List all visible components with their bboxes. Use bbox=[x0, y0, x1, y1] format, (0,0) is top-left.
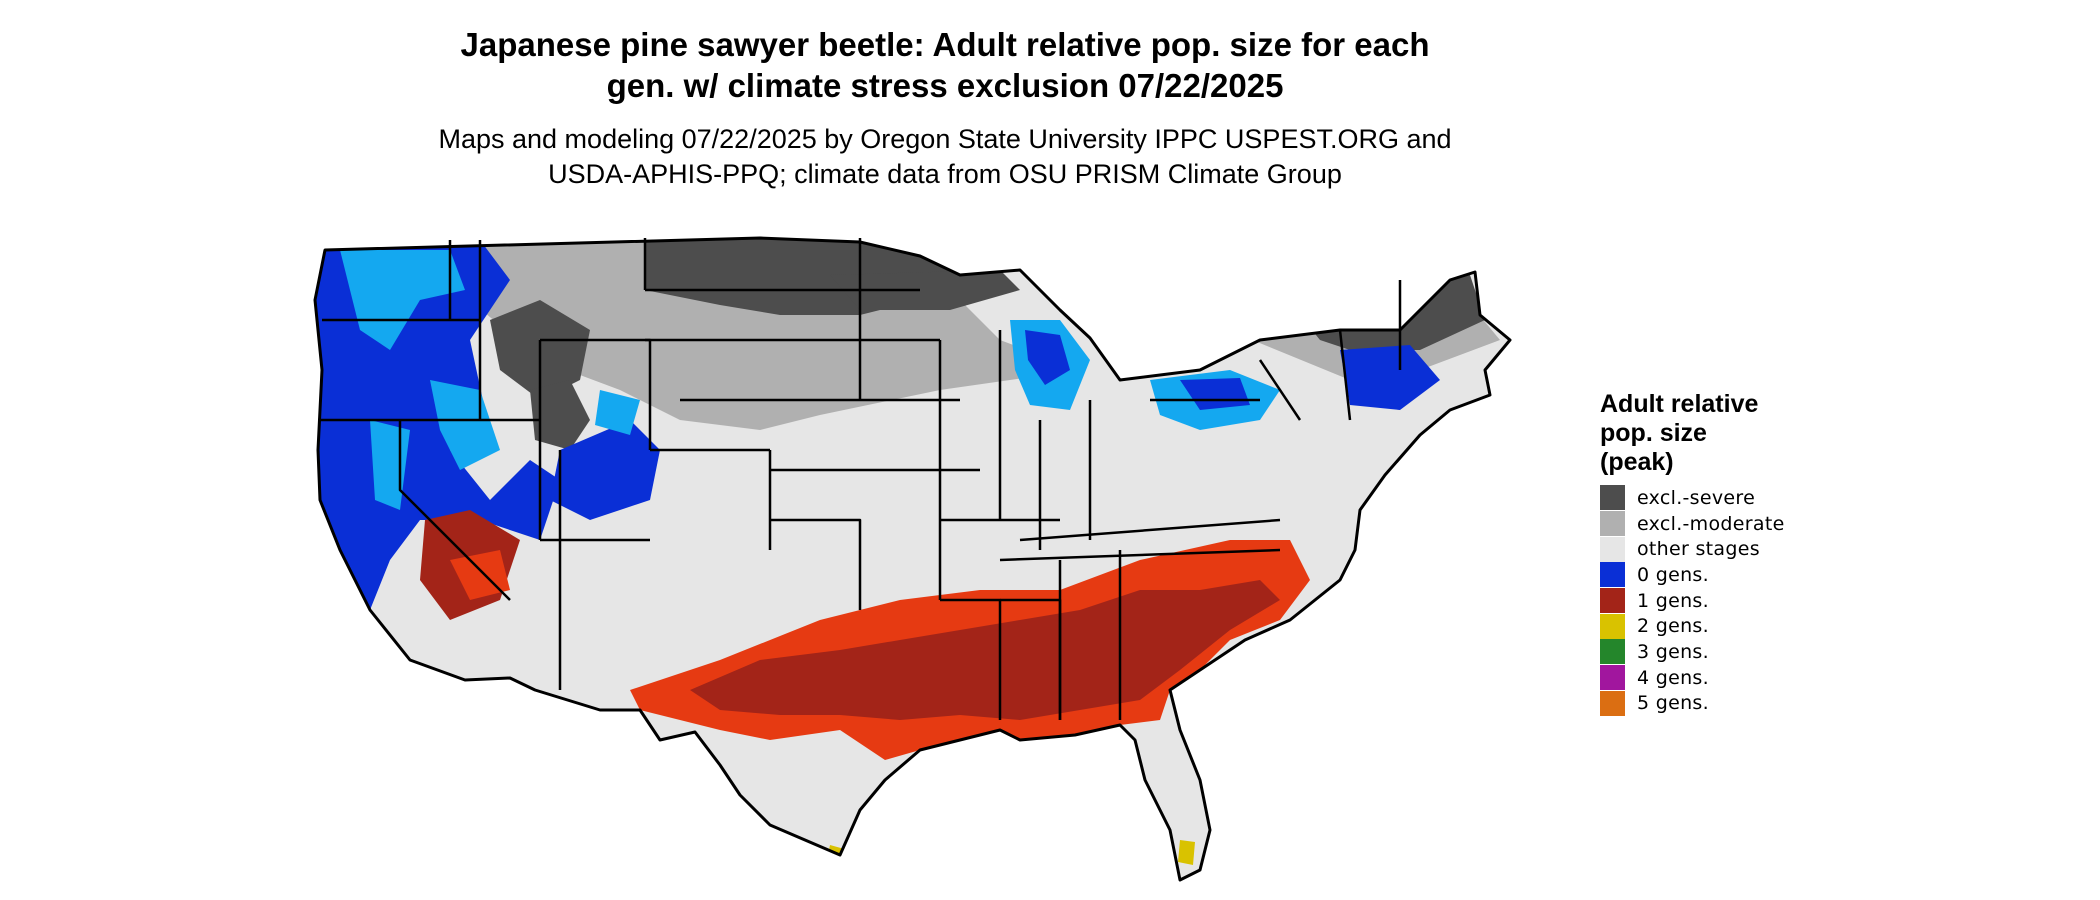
legend: Adult relative pop. size (peak) excl.-se… bbox=[1600, 390, 1920, 716]
legend-item: 1 gens. bbox=[1600, 588, 1920, 614]
state-borders bbox=[318, 238, 1402, 720]
zero-gens-michigan-dark bbox=[1025, 330, 1070, 385]
legend-title-line-3: (peak) bbox=[1600, 448, 1674, 476]
legend-swatch bbox=[1600, 613, 1625, 639]
legend-swatch bbox=[1600, 588, 1625, 614]
legend-item: 3 gens. bbox=[1600, 639, 1920, 665]
zero-gens-lightblue-great-basin bbox=[430, 380, 500, 470]
legend-swatch bbox=[1600, 665, 1625, 691]
zero-gens-lightblue-nw-region bbox=[340, 250, 465, 350]
map-title: Japanese pine sawyer beetle: Adult relat… bbox=[0, 24, 1890, 106]
legend-items: excl.-severe excl.-moderate other stages 0 … bbox=[1600, 485, 1920, 716]
legend-title-line-1: Adult relative bbox=[1600, 390, 1759, 418]
zero-gens-lightblue-colorado bbox=[595, 390, 640, 435]
legend-label: other stages bbox=[1637, 538, 1760, 561]
legend-item: 4 gens. bbox=[1600, 665, 1920, 691]
border-tn-north bbox=[1019, 518, 1281, 542]
map-fill-layer bbox=[315, 238, 1510, 880]
subtitle-line-1: Maps and modeling 07/22/2025 by Oregon S… bbox=[438, 124, 1452, 154]
border-vt-nh bbox=[1338, 329, 1352, 421]
one-gens-arizona-orange bbox=[450, 550, 510, 600]
zero-gens-rockies-south-region bbox=[550, 420, 660, 520]
subtitle-line-2: USDA-APHIS-PPQ; climate data from OSU PR… bbox=[548, 159, 1342, 189]
excl-severe-colorado-region bbox=[530, 380, 590, 450]
border-tn-south bbox=[999, 548, 1281, 562]
two-gens-florida-speck bbox=[1178, 840, 1195, 865]
legend-swatch bbox=[1600, 639, 1625, 665]
legend-swatch bbox=[1600, 562, 1625, 588]
legend-item: 5 gens. bbox=[1600, 690, 1920, 717]
us-map bbox=[313, 236, 1512, 882]
zero-gens-newengland-region bbox=[1340, 345, 1440, 410]
border-ok-tx bbox=[770, 518, 862, 610]
border-ca-nv bbox=[398, 420, 511, 601]
legend-swatch bbox=[1600, 690, 1625, 716]
legend-label: 5 gens. bbox=[1637, 692, 1709, 715]
legend-item: excl.-moderate bbox=[1600, 511, 1920, 537]
legend-label: 3 gens. bbox=[1637, 640, 1709, 663]
excl-severe-minnesota-region bbox=[830, 270, 1020, 310]
border-ny-south bbox=[1258, 359, 1302, 421]
map-subtitle: Maps and modeling 07/22/2025 by Oregon S… bbox=[0, 122, 1890, 192]
legend-label: 1 gens. bbox=[1637, 589, 1709, 612]
one-gens-darkred-south-region bbox=[690, 580, 1280, 720]
legend-item: excl.-severe bbox=[1600, 485, 1920, 511]
legend-title-line-2: pop. size bbox=[1600, 419, 1707, 447]
legend-label: excl.-severe bbox=[1637, 486, 1756, 509]
zero-gens-pennsylvania-dark bbox=[1180, 378, 1250, 410]
legend-label: 0 gens. bbox=[1637, 563, 1709, 586]
title-line-1: Japanese pine sawyer beetle: Adult relat… bbox=[460, 26, 1430, 63]
legend-label: excl.-moderate bbox=[1637, 512, 1785, 535]
legend-item: 0 gens. bbox=[1600, 562, 1920, 588]
legend-item: other stages bbox=[1600, 536, 1920, 562]
legend-item: 2 gens. bbox=[1600, 613, 1920, 639]
legend-label: 2 gens. bbox=[1637, 615, 1709, 638]
legend-swatch bbox=[1600, 536, 1625, 562]
legend-title: Adult relative pop. size (peak) bbox=[1600, 390, 1920, 477]
legend-label: 4 gens. bbox=[1637, 666, 1709, 689]
legend-swatch bbox=[1600, 511, 1625, 537]
title-line-2: gen. w/ climate stress exclusion 07/22/2… bbox=[606, 67, 1284, 104]
us-outline bbox=[313, 236, 1512, 882]
legend-swatch bbox=[1600, 485, 1625, 511]
